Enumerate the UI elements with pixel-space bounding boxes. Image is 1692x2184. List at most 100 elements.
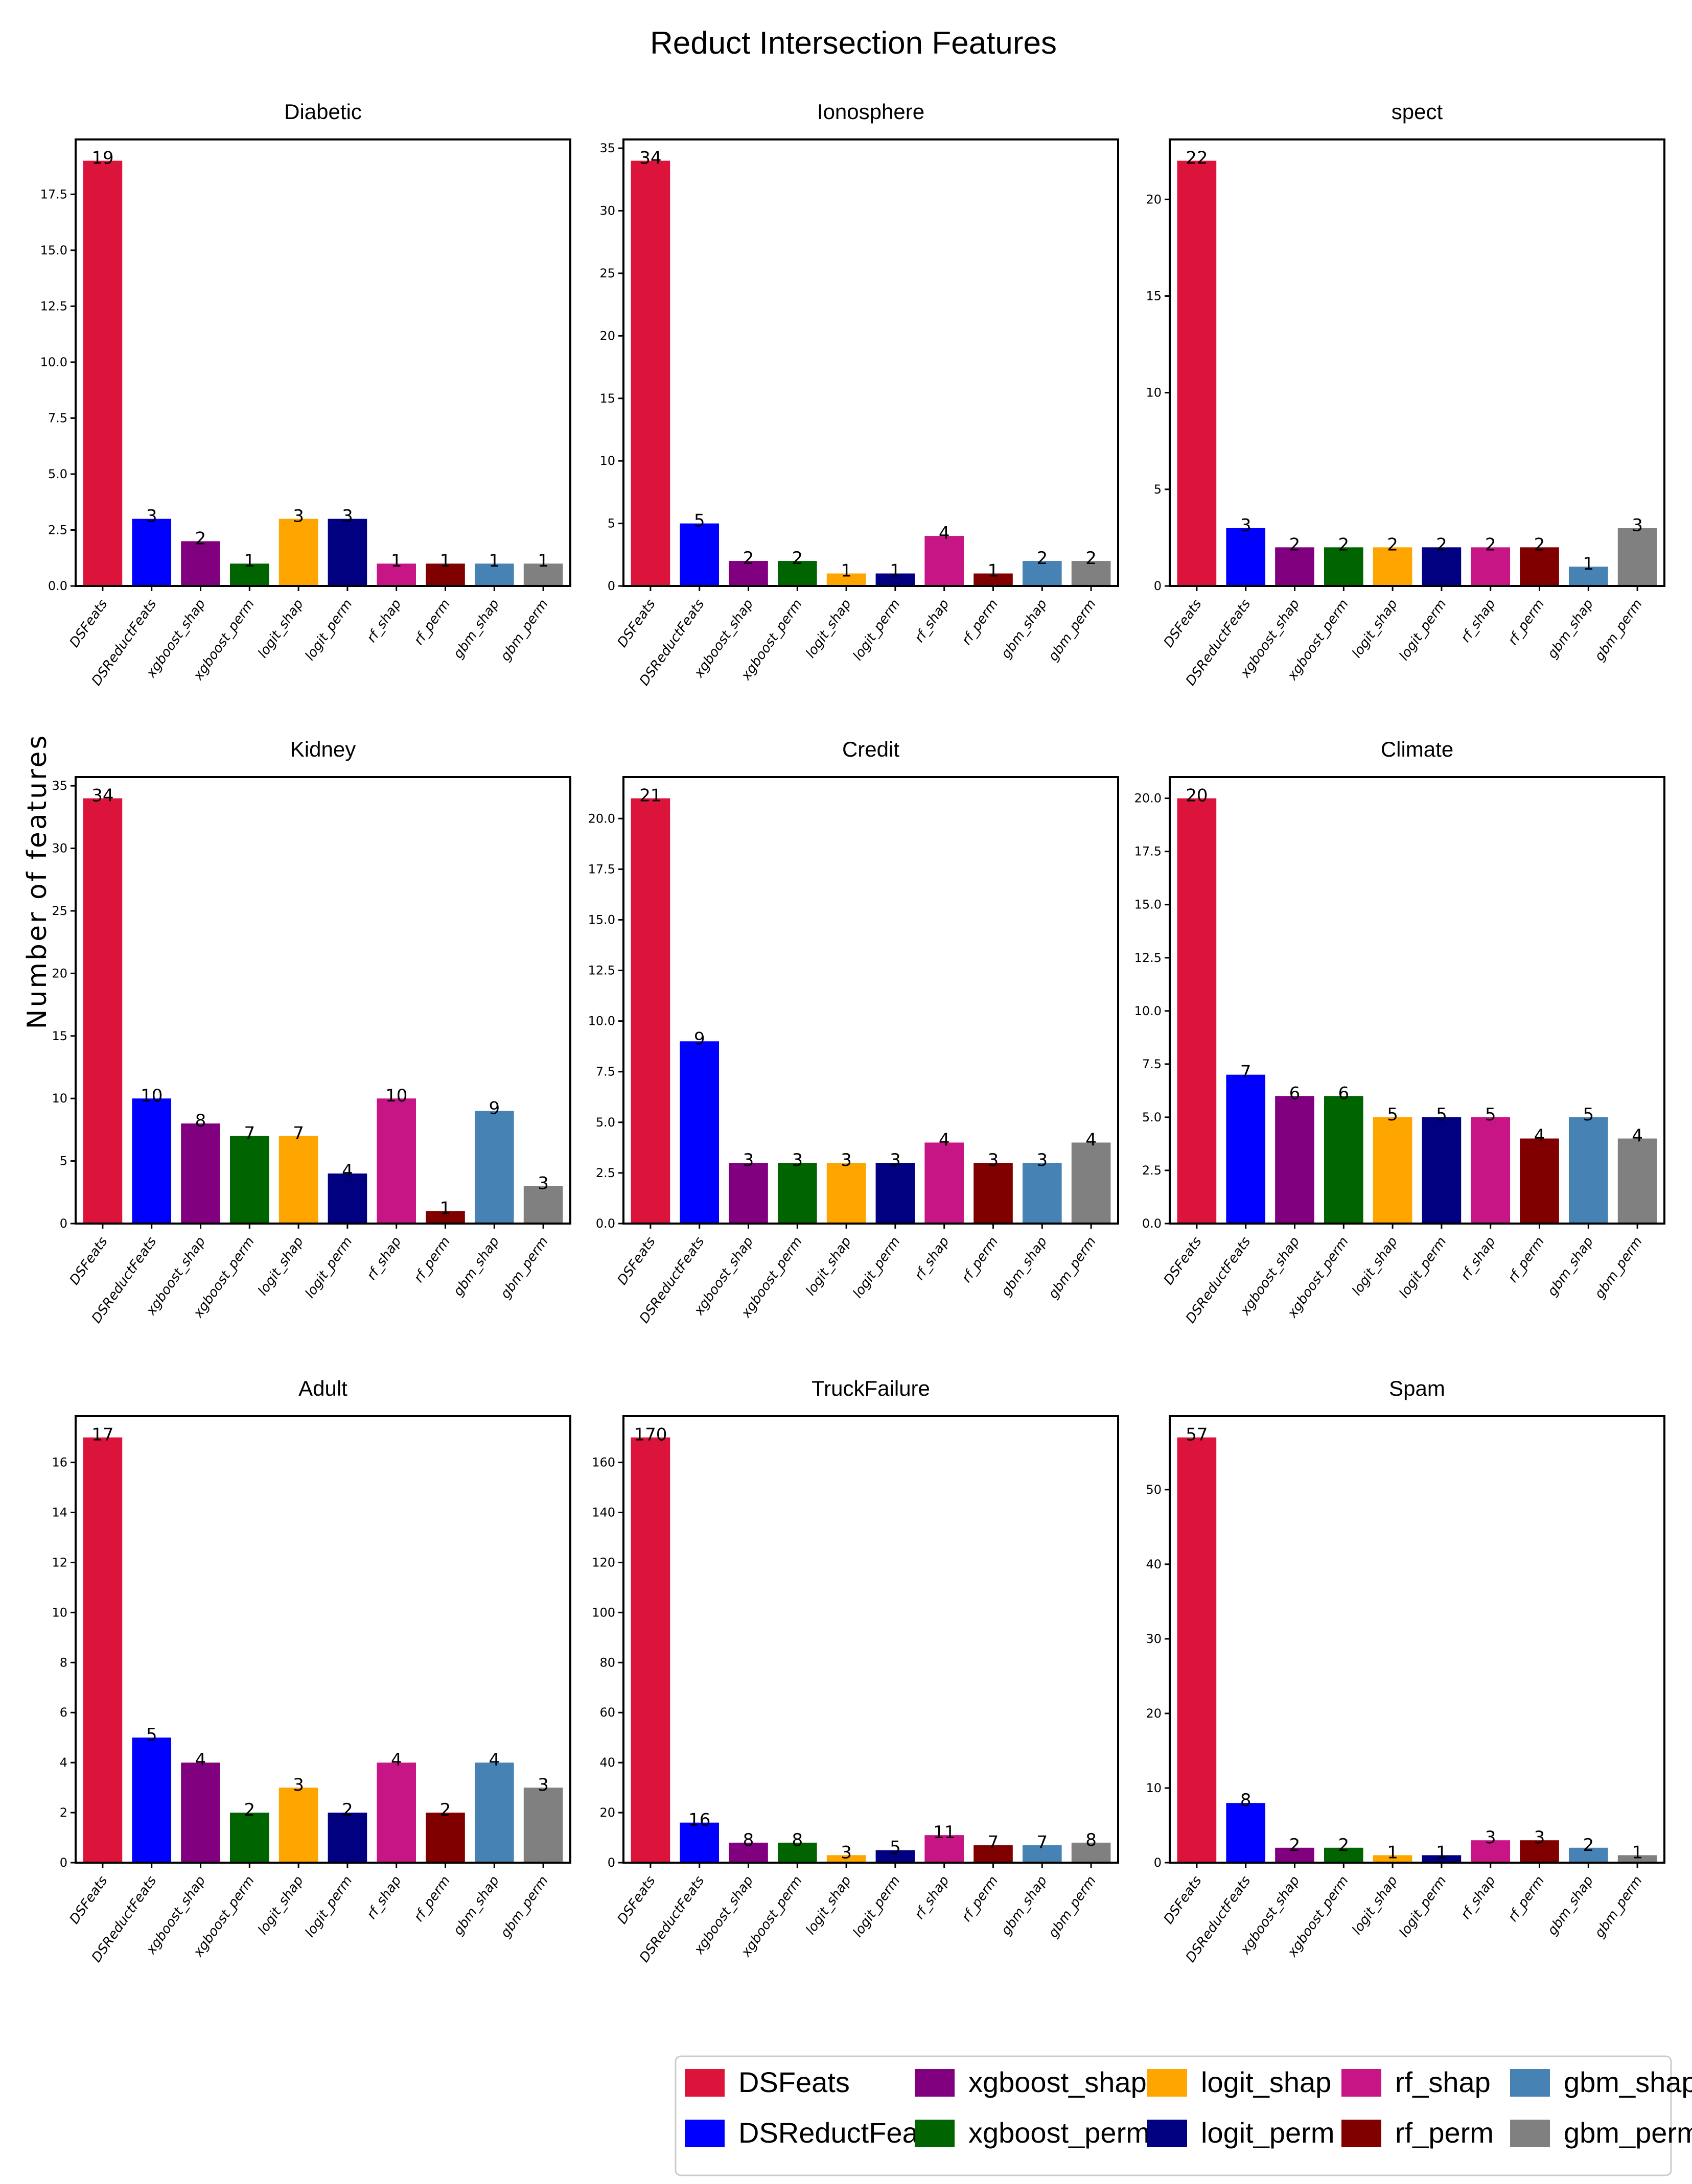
y-tick-label: 30 <box>599 204 615 218</box>
bar-rf-perm <box>1520 547 1559 586</box>
y-tick-label: 50 <box>1146 1483 1162 1497</box>
data-label: 3 <box>743 1150 754 1170</box>
data-label: 7 <box>244 1123 255 1144</box>
bar-logit-shap <box>1373 1117 1412 1224</box>
legend-label-gbm-shap: gbm_shap <box>1564 2066 1692 2098</box>
x-tick-label: rf_shap <box>364 1234 404 1283</box>
y-tick-label: 15.0 <box>588 912 615 927</box>
data-label: 8 <box>1085 1830 1097 1850</box>
data-label: 5 <box>1485 1105 1496 1125</box>
bar-xgboost-perm <box>229 563 269 586</box>
data-label: 8 <box>743 1830 754 1850</box>
axes-frame <box>75 138 571 587</box>
data-label: 8 <box>792 1830 803 1850</box>
bar-xgboost-perm <box>777 1163 817 1224</box>
data-label: 17 <box>91 1425 113 1445</box>
axes-frame <box>1169 1415 1665 1864</box>
data-label: 34 <box>639 148 661 169</box>
data-label: 2 <box>1338 534 1349 555</box>
data-label: 10 <box>141 1086 163 1106</box>
x-tick-label: rf_perm <box>411 1234 454 1285</box>
data-label: 16 <box>688 1810 710 1830</box>
data-label: 2 <box>1085 548 1097 569</box>
data-label: 2 <box>244 1800 255 1820</box>
legend-swatch-dsreductfeats <box>685 2120 725 2147</box>
legend-label-dsreductfeats: DSReductFeats <box>738 2117 940 2149</box>
x-tick-label: rf_perm <box>1505 1873 1548 1924</box>
subplot-title: Credit <box>842 737 899 761</box>
data-label: 21 <box>639 786 661 806</box>
bar-gbm-shap <box>474 1763 514 1863</box>
x-tick-label: logit_shap <box>803 1873 854 1938</box>
y-tick-label: 0.0 <box>48 579 67 593</box>
data-label: 5 <box>1436 1105 1447 1125</box>
bar-gbm-shap <box>1022 1845 1062 1863</box>
y-tick-label: 8 <box>60 1655 67 1670</box>
legend-label-gbm-perm: gbm_perm <box>1564 2117 1692 2149</box>
data-label: 9 <box>489 1098 500 1119</box>
y-tick-label: 100 <box>592 1605 615 1619</box>
x-tick-label: rf_perm <box>1505 1234 1548 1285</box>
bar-logit-perm <box>1422 1117 1462 1224</box>
data-label: 11 <box>933 1822 955 1843</box>
y-tick-label: 20.0 <box>1134 791 1162 806</box>
data-label: 6 <box>1338 1083 1349 1103</box>
data-label: 10 <box>385 1086 407 1106</box>
y-tick-label: 0 <box>60 1856 67 1870</box>
x-tick-label: gbm_perm <box>1592 1873 1645 1941</box>
bar-xgboost-shap <box>181 1123 220 1224</box>
y-tick-label: 12.5 <box>1134 951 1162 965</box>
y-tick-label: 2 <box>60 1805 67 1820</box>
data-label: 7 <box>988 1833 999 1853</box>
subplot-diabetic: Diabetic 0.0 2.5 5.0 7.5 10.0 12.5 15.0 17.5 19 DS… <box>40 100 571 689</box>
data-label: 4 <box>342 1161 353 1181</box>
x-tick-label: logit_perm <box>1397 597 1450 664</box>
data-label: 4 <box>391 1750 402 1770</box>
y-tick-label: 5 <box>1154 482 1162 497</box>
y-tick-label: 0.0 <box>596 1216 615 1231</box>
bar-dsfeats <box>83 798 123 1224</box>
data-label: 34 <box>91 786 113 806</box>
x-tick-label: gbm_perm <box>1592 597 1645 664</box>
legend-label-logit-perm: logit_perm <box>1201 2117 1334 2149</box>
data-label: 2 <box>1534 534 1545 555</box>
data-label: 2 <box>743 548 754 569</box>
bar-xgboost-shap <box>1275 1847 1314 1863</box>
data-label: 3 <box>1632 515 1643 535</box>
bar-dsfeats <box>83 160 123 586</box>
y-tick-label: 2.5 <box>48 523 67 537</box>
bar-rf-perm <box>426 1813 465 1863</box>
data-label: 2 <box>1036 548 1048 569</box>
bar-xgboost-shap <box>729 1842 768 1863</box>
bar-logit-shap <box>826 1855 866 1863</box>
bar-rf-shap <box>1471 547 1511 586</box>
legend-label-xgboost-shap: xgboost_shap <box>968 2066 1147 2098</box>
x-tick-label: logit_shap <box>255 1234 307 1299</box>
x-tick-label: logit_perm <box>850 1234 903 1301</box>
x-tick-label: gbm_shap <box>999 597 1050 662</box>
legend-swatch-gbm-shap <box>1510 2069 1550 2097</box>
legend-label-logit-shap: logit_shap <box>1201 2066 1331 2098</box>
x-tick-label: gbm_perm <box>1592 1234 1645 1302</box>
data-label: 5 <box>146 1725 157 1745</box>
bar-logit-shap <box>1373 1855 1412 1863</box>
y-tick-label: 15 <box>1146 289 1162 303</box>
y-tick-label: 12.5 <box>40 299 67 313</box>
bar-gbm-shap <box>1568 1117 1608 1224</box>
x-tick-label: logit_perm <box>1397 1873 1450 1940</box>
y-tick-label: 0 <box>1154 1856 1162 1870</box>
y-tick-label: 12 <box>52 1555 67 1569</box>
bar-rf-shap <box>924 536 964 586</box>
bar-logit-shap <box>279 1788 318 1863</box>
bar-logit-perm <box>875 1163 915 1224</box>
subplot-spam: Spam0102030405057DSFeats8DSReductFeats2x… <box>1146 1376 1665 1965</box>
data-label: 170 <box>634 1425 667 1445</box>
legend-swatch-rf-shap <box>1341 2069 1381 2097</box>
y-tick-label: 12.5 <box>588 964 615 978</box>
subplot-title: Adult <box>298 1376 347 1400</box>
y-tick-label: 20 <box>1146 1706 1162 1721</box>
x-tick-label: gbm_perm <box>1046 597 1099 664</box>
x-tick-label: DSFeats <box>1161 1873 1205 1927</box>
bar-rf-perm <box>426 563 465 586</box>
axes-frame <box>622 138 1119 587</box>
